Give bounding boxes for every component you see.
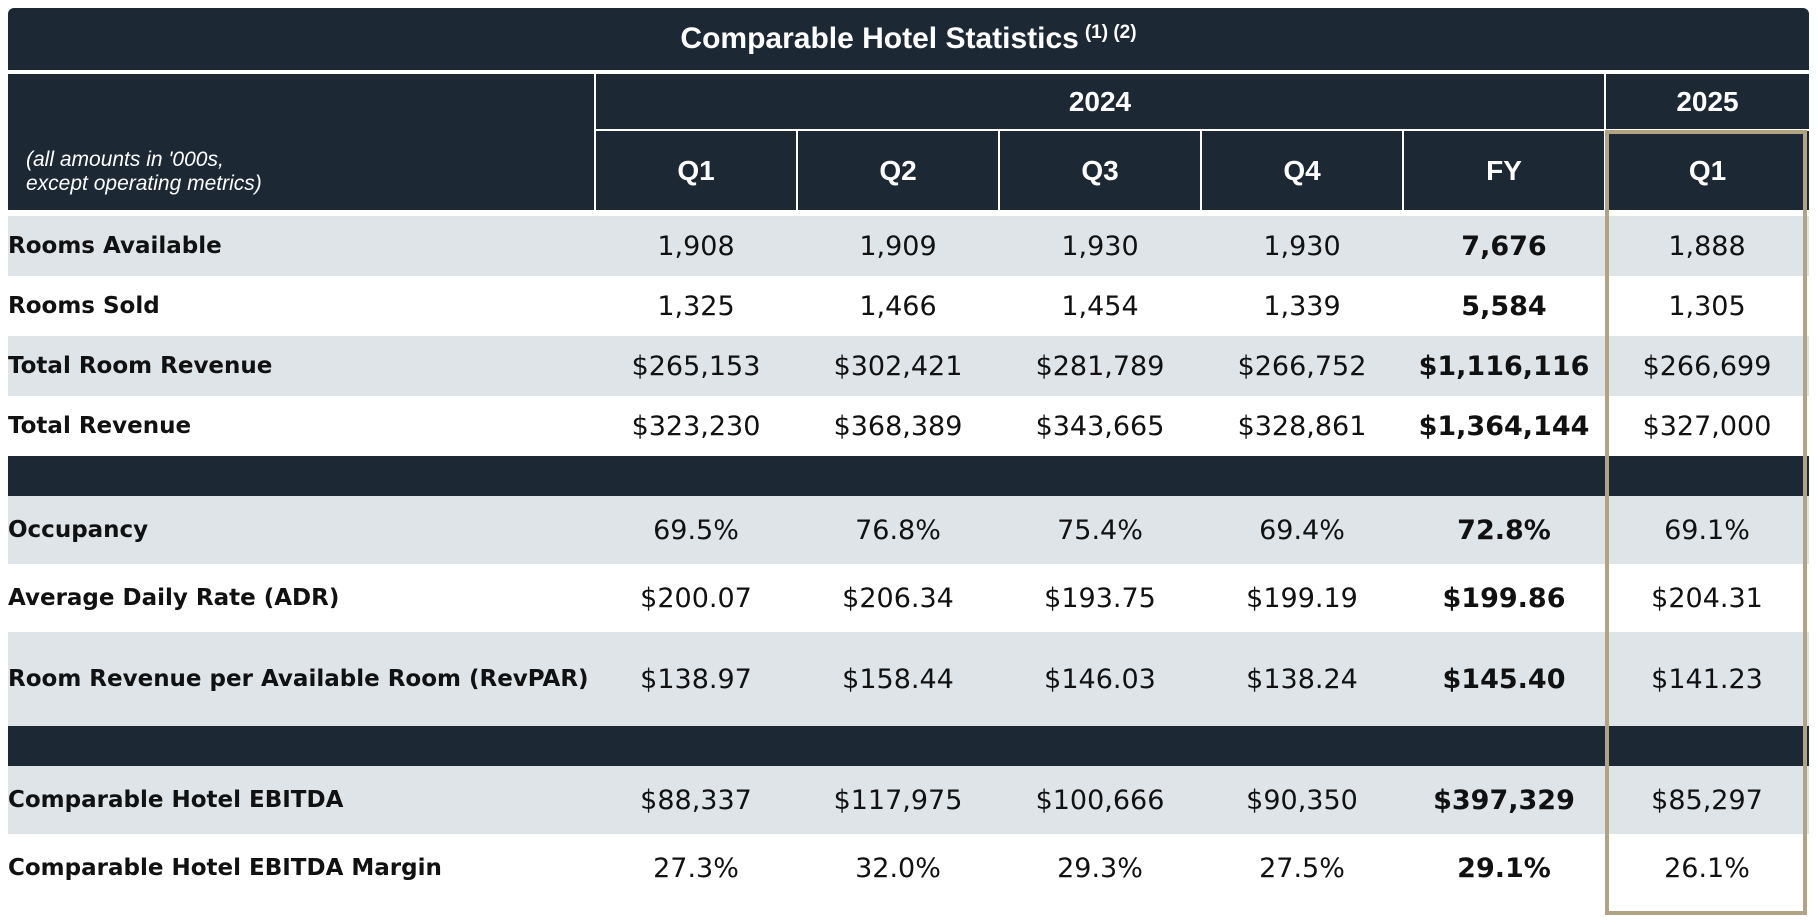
row-label: Rooms Available [8,216,595,276]
cell-2024-q4: 69.4% [1201,496,1403,564]
cell-2025-q1: $85,297 [1605,766,1809,834]
cell-2024-q2: $302,421 [797,336,999,396]
section-divider-band [8,726,1809,766]
row-label: Total Revenue [8,396,595,456]
cell-2024-q3: $193.75 [999,564,1201,632]
table-row-rooms-available: Rooms Available 1,908 1,909 1,930 1,930 … [8,216,1809,276]
year-2025-header: 2025 [1604,74,1809,130]
cell-2024-q2: $158.44 [797,632,999,726]
cell-2024-q1: $323,230 [595,396,797,456]
row-label: Average Daily Rate (ADR) [8,564,595,632]
cell-2024-fy: 72.8% [1403,496,1605,564]
table-row-total-room-revenue: Total Room Revenue $265,153 $302,421 $28… [8,336,1809,396]
units-note: (all amounts in '000s, except operating … [8,74,595,210]
table-row-rooms-sold: Rooms Sold 1,325 1,466 1,454 1,339 5,584… [8,276,1809,336]
year-header-row: (all amounts in '000s, except operating … [8,74,1809,210]
cell-2024-q1: $138.97 [595,632,797,726]
cell-2025-q1: $204.31 [1605,564,1809,632]
units-note-line1: (all amounts in '000s, [26,148,224,171]
cell-2024-q4: $90,350 [1201,766,1403,834]
table-row-occupancy: Occupancy 69.5% 76.8% 75.4% 69.4% 72.8% … [8,496,1809,564]
cell-2024-fy: 29.1% [1403,834,1605,902]
cell-2024-q4: $138.24 [1201,632,1403,726]
cell-2024-q3: 1,930 [999,216,1201,276]
cell-2024-fy: $397,329 [1403,766,1605,834]
column-header-2024-q1: Q1 [594,129,797,210]
title-footnotes: (1) (2) [1084,22,1137,43]
cell-2024-q1: 1,908 [595,216,797,276]
cell-2024-q3: $343,665 [999,396,1201,456]
cell-2024-fy: 5,584 [1403,276,1605,336]
cell-2024-q4: 27.5% [1201,834,1403,902]
column-header-2024-q3: Q3 [998,129,1201,210]
cell-2024-fy: 7,676 [1403,216,1605,276]
cell-2024-q2: $117,975 [797,766,999,834]
header-spacer [8,210,1809,216]
quarter-header-row: Q1 Q2 Q3 Q4 FY Q1 [8,129,1809,210]
column-header-2024-q4: Q4 [1200,129,1403,210]
column-header-2024-fy: FY [1402,129,1605,210]
units-note-line2: except operating metrics) [26,172,262,195]
row-label: Room Revenue per Available Room (RevPAR) [8,632,595,726]
table-row-adr: Average Daily Rate (ADR) $200.07 $206.34… [8,564,1809,632]
section-divider-band [8,456,1809,496]
cell-2024-q3: 1,454 [999,276,1201,336]
table-row-revpar: Room Revenue per Available Room (RevPAR)… [8,632,1809,726]
cell-2024-q2: 32.0% [797,834,999,902]
cell-2024-fy: $1,364,144 [1403,396,1605,456]
cell-2024-q1: $200.07 [595,564,797,632]
cell-2024-q3: 75.4% [999,496,1201,564]
cell-2024-q3: $146.03 [999,632,1201,726]
cell-2024-fy: $145.40 [1403,632,1605,726]
cell-2024-q4: 1,930 [1201,216,1403,276]
cell-2025-q1: $327,000 [1605,396,1809,456]
table-row-ebitda: Comparable Hotel EBITDA $88,337 $117,975… [8,766,1809,834]
cell-2024-fy: $1,116,116 [1403,336,1605,396]
cell-2024-fy: $199.86 [1403,564,1605,632]
cell-2024-q3: 29.3% [999,834,1201,902]
cell-2024-q2: 76.8% [797,496,999,564]
row-label: Total Room Revenue [8,336,595,396]
cell-2025-q1: 69.1% [1605,496,1809,564]
year-2024-header: 2024 [594,74,1605,130]
cell-2024-q4: $199.19 [1201,564,1403,632]
hotel-statistics-table: (all amounts in '000s, except operating … [8,74,1809,902]
cell-2025-q1: $141.23 [1605,632,1809,726]
table-row-total-revenue: Total Revenue $323,230 $368,389 $343,665… [8,396,1809,456]
cell-2025-q1: 1,305 [1605,276,1809,336]
cell-2024-q2: $368,389 [797,396,999,456]
cell-2024-q2: 1,909 [797,216,999,276]
cell-2025-q1: $266,699 [1605,336,1809,396]
cell-2024-q3: $281,789 [999,336,1201,396]
column-header-2024-q2: Q2 [796,129,999,210]
cell-2025-q1: 1,888 [1605,216,1809,276]
table-title: Comparable Hotel Statistics [680,22,1079,55]
cell-2024-q2: 1,466 [797,276,999,336]
row-label: Rooms Sold [8,276,595,336]
column-header-2025-q1: Q1 [1604,129,1809,210]
cell-2024-q1: 27.3% [595,834,797,902]
cell-2024-q2: $206.34 [797,564,999,632]
cell-2024-q4: $328,861 [1201,396,1403,456]
cell-2024-q1: $265,153 [595,336,797,396]
row-label: Occupancy [8,496,595,564]
cell-2024-q1: $88,337 [595,766,797,834]
cell-2025-q1: 26.1% [1605,834,1809,902]
table-row-ebitda-margin: Comparable Hotel EBITDA Margin 27.3% 32.… [8,834,1809,902]
table-title-bar: Comparable Hotel Statistics (1) (2) [8,8,1809,70]
cell-2024-q1: 69.5% [595,496,797,564]
row-label: Comparable Hotel EBITDA Margin [8,834,595,902]
row-label: Comparable Hotel EBITDA [8,766,595,834]
cell-2024-q4: 1,339 [1201,276,1403,336]
cell-2024-q4: $266,752 [1201,336,1403,396]
cell-2024-q1: 1,325 [595,276,797,336]
cell-2024-q3: $100,666 [999,766,1201,834]
